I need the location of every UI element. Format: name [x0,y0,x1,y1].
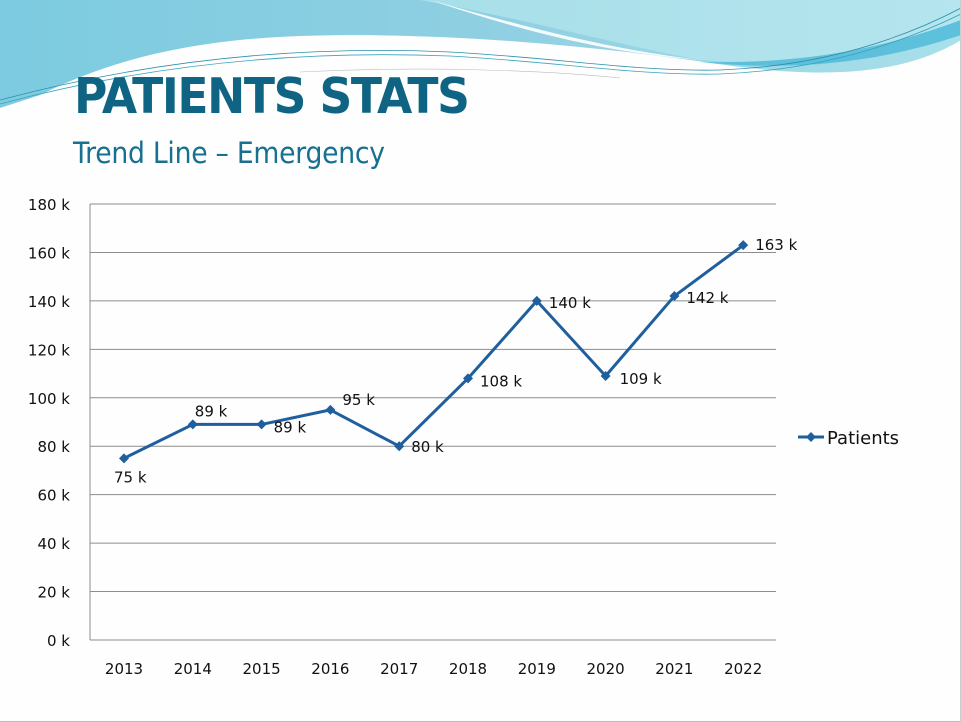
data-label: 89 k [274,418,307,436]
data-point-marker [738,240,749,251]
x-tick-label: 2018 [449,660,487,678]
data-point-marker [669,291,680,302]
data-point-marker [600,370,611,381]
data-label: 142 k [686,289,728,307]
slide-subtitle: Trend Line – Emergency [73,136,385,170]
y-tick-label: 160 k [28,244,70,262]
legend-label: Patients [827,428,899,449]
x-tick-label: 2015 [243,660,281,678]
data-point-marker [531,295,542,306]
series-patients [119,240,749,464]
legend-diamond-icon [806,432,816,442]
y-axis-tick-labels: 0 k 20 k 40 k 60 k 80 k 100 k 120 k 140 k 160 k 1… [28,196,70,650]
y-tick-label: 140 k [28,293,70,311]
x-tick-label: 2014 [174,660,212,678]
y-tick-label: 100 k [28,390,70,408]
data-label: 140 k [549,294,591,312]
y-tick-label: 0 k [47,632,70,650]
data-label: 89 k [195,402,228,420]
slide-title: PATIENTS STATS [74,68,470,125]
x-tick-label: 2019 [518,660,556,678]
data-labels: 75 k 89 k 89 k 95 k 80 k 108 k 140 k 109 k 142 k… [114,236,798,486]
data-label: 163 k [755,236,797,254]
y-tick-label: 40 k [37,535,70,553]
x-tick-label: 2022 [724,660,762,678]
gridlines [89,203,776,641]
x-tick-label: 2016 [311,660,349,678]
data-label: 75 k [114,468,147,486]
x-axis-tick-labels: 2013 2014 2015 2016 2017 2018 2019 2020 2021 2022 [105,660,762,678]
y-tick-label: 120 k [28,341,70,359]
y-tick-label: 180 k [28,196,70,214]
data-point-marker [256,419,267,430]
data-label: 108 k [480,372,522,390]
data-point-marker [394,441,405,452]
y-tick-label: 20 k [37,584,70,602]
x-tick-label: 2017 [380,660,418,678]
x-tick-label: 2020 [587,660,625,678]
x-tick-label: 2013 [105,660,143,678]
data-label: 95 k [342,391,375,409]
data-label: 80 k [411,438,444,456]
legend: Patients [798,428,899,449]
data-point-marker [119,453,129,464]
x-tick-label: 2021 [655,660,693,678]
data-label: 109 k [620,370,662,388]
data-point-marker [325,404,336,415]
data-point-marker [463,373,473,384]
y-tick-label: 80 k [37,438,70,456]
series-line [123,243,745,460]
y-tick-label: 60 k [37,487,70,505]
header-wave-decoration [0,0,961,108]
data-point-marker [187,419,198,430]
